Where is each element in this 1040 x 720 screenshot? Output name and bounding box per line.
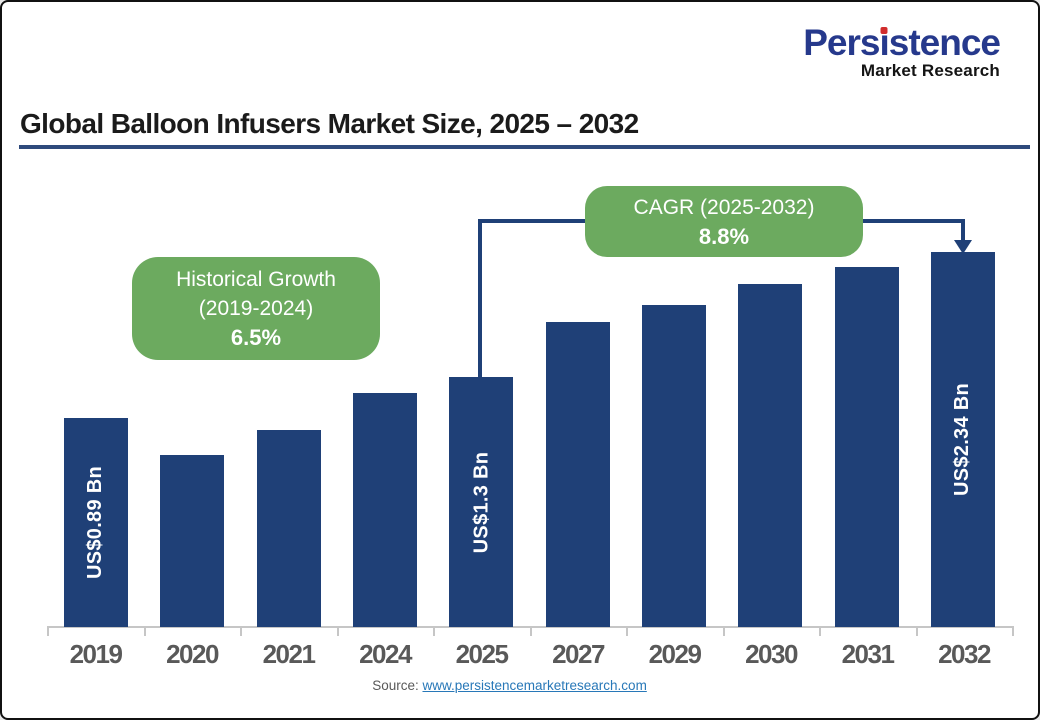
logo-subtitle: Market Research (860, 61, 1000, 80)
x-axis-tick (433, 626, 435, 636)
cagr-value: 8.8% (698, 223, 750, 249)
logo-red-dot-i: i (879, 22, 889, 63)
historical-growth-callout: Historical Growth (2019-2024) 6.5% (132, 257, 380, 360)
bar-value-label-wrap: US$0.89 Bn (64, 418, 128, 627)
bar-value-label-2019: US$0.89 Bn (84, 465, 107, 580)
bar-value-label-2032: US$2.34 Bn (951, 382, 974, 497)
cagr-bracket-vertical-left (478, 219, 482, 379)
x-axis-tick (626, 626, 628, 636)
source-line: Source: www.persistencemarketresearch.co… (2, 678, 1017, 693)
logo-wordmark: Persistence (803, 22, 1001, 63)
x-axis-label-2032: 2032 (938, 639, 991, 669)
x-axis-label-2024: 2024 (359, 639, 412, 669)
pmr-logo: Persistence Market Research (803, 22, 1001, 80)
cagr-line1: CAGR (2025-2032) (633, 195, 815, 219)
bar-2029 (641, 305, 706, 627)
cagr-arrow-down-icon (954, 240, 972, 254)
x-axis-label-2030: 2030 (745, 639, 798, 669)
bar-2031 (834, 267, 899, 627)
historical-growth-line1: Historical Growth (176, 268, 336, 291)
bar-2024 (352, 393, 417, 627)
bar-2032: US$2.34 Bn (930, 252, 995, 627)
bar-value-label-2025: US$1.3 Bn (469, 451, 492, 553)
x-axis-tick (722, 626, 725, 636)
x-axis-tick (47, 626, 49, 636)
bar-2027 (545, 322, 610, 627)
bar-2025: US$1.3 Bn (449, 377, 514, 627)
bar-2021 (256, 430, 321, 627)
title-underline (19, 145, 1030, 149)
x-axis-label-2025: 2025 (455, 639, 509, 669)
x-axis-tick (529, 626, 532, 636)
cagr-bracket-vertical-right (961, 219, 965, 243)
bar-value-label-wrap: US$2.34 Bn (931, 252, 995, 627)
bar-value-label-wrap: US$1.3 Bn (449, 377, 513, 627)
source-link[interactable]: www.persistencemarketresearch.com (422, 678, 647, 693)
cagr-callout: CAGR (2025-2032) 8.8% (585, 186, 863, 257)
x-axis-tick (240, 626, 242, 636)
x-axis-label-2029: 2029 (648, 639, 702, 669)
historical-growth-value: 6.5% (230, 325, 282, 350)
historical-growth-line2: (2019-2024) (198, 297, 314, 320)
x-axis-tick (143, 626, 146, 636)
source-prefix: Source: (372, 678, 419, 693)
bar-2019: US$0.89 Bn (64, 418, 128, 627)
bar-2020 (160, 455, 225, 627)
x-axis-label-2027: 2027 (552, 639, 605, 669)
x-axis-label-2019: 2019 (69, 639, 123, 669)
x-axis-tick (1012, 626, 1014, 636)
page-title: Global Balloon Infusers Market Size, 202… (20, 108, 639, 139)
x-axis-label-2021: 2021 (262, 639, 316, 669)
x-axis-tick (915, 626, 918, 636)
logo-text-pre: Pers (803, 22, 880, 63)
x-axis-tick (819, 626, 821, 636)
x-axis-label-2031: 2031 (841, 639, 895, 669)
bar-2030 (738, 284, 803, 627)
logo-text-post: stence (888, 22, 1001, 63)
x-axis-label-2020: 2020 (166, 639, 219, 669)
x-axis-tick (336, 626, 339, 636)
